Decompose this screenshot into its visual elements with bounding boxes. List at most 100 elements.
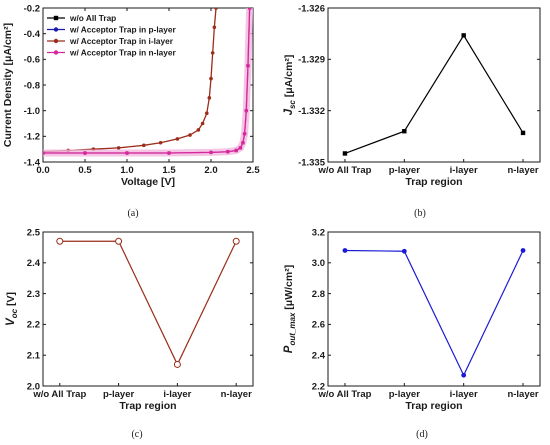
data-point [83, 151, 87, 155]
series-0-line [344, 249, 524, 377]
y-tick-label: -1.329 [298, 55, 325, 66]
y-tick-label: -0.2 [24, 3, 40, 14]
data-point [401, 248, 407, 254]
data-point [520, 130, 526, 136]
series-0-line [59, 240, 237, 366]
data-point [142, 143, 146, 148]
x-axis-label: Trap region [405, 176, 462, 188]
y-tick-label: -1.332 [298, 106, 325, 117]
data-point [125, 151, 129, 155]
legend-marker [53, 38, 59, 44]
data-point [247, 8, 252, 10]
y-axis-label: Pout_max [μW/cm²] [283, 265, 297, 353]
y-tick-label: -0.4 [24, 29, 41, 40]
data-point [234, 148, 238, 153]
x-tick-label: i-layer [450, 389, 478, 400]
data-point [209, 150, 213, 155]
data-point [116, 146, 121, 150]
data-point [175, 137, 180, 141]
plot-area [342, 248, 526, 378]
data-point [342, 151, 348, 156]
x-tick-label: w/o All Trap [317, 165, 371, 176]
data-point [205, 111, 209, 116]
data-point [158, 140, 163, 145]
data-point [461, 33, 466, 38]
y-tick-label: 2.4 [312, 351, 326, 362]
data-point [167, 151, 171, 155]
data-point [188, 133, 192, 137]
data-point [212, 25, 217, 30]
caption-c: (c) [131, 429, 142, 440]
legend-marker [53, 15, 59, 21]
data-point [246, 63, 250, 68]
x-tick-label: 2.5 [246, 165, 260, 176]
x-axis-label: Trap region [119, 400, 176, 412]
y-tick-label: 2.1 [27, 351, 41, 362]
legend-label: w/ Acceptor Trap in i-layer [69, 36, 174, 46]
data-point [238, 146, 243, 150]
x-axis-label: Trap region [405, 400, 462, 412]
data-point [342, 248, 348, 253]
data-point [173, 360, 181, 368]
y-tick-label: 3.2 [312, 227, 325, 238]
series-w-acceptor-trap-in-i-layer-line [43, 8, 217, 153]
x-tick-label: n-layer [507, 165, 538, 176]
y-tick-label: -0.6 [24, 55, 40, 66]
data-point [242, 131, 247, 136]
plot-area [43, 8, 253, 157]
y-tick-label: -1.2 [24, 132, 40, 143]
plot-frame [327, 7, 541, 163]
plot-frame [327, 231, 541, 387]
data-point [209, 76, 213, 81]
chart-panel-d: 3.2 3.0 2.8 2.6 2.4 2.2w/o All Trap p-layer i-l… [283, 227, 541, 412]
x-tick-label: 2.0 [204, 165, 217, 176]
x-tick-label: 1.0 [120, 165, 133, 176]
y-tick-label: 2.8 [312, 289, 325, 300]
y-axis-label: Current Density [μA/cm²] [2, 23, 14, 147]
x-tick-label: w/o All Trap [317, 389, 371, 400]
y-tick-label: 2.6 [312, 320, 325, 331]
data-point [196, 128, 201, 132]
legend-marker [53, 50, 59, 55]
y-axis-label: Voc [V] [5, 292, 19, 326]
y-tick-label: -1.4 [24, 157, 41, 168]
data-point [214, 8, 218, 10]
x-tick-label: 0.5 [78, 165, 92, 176]
legend-label: w/ Acceptor Trap in p-layer [69, 25, 177, 35]
data-point [210, 51, 215, 55]
legend-label: w/ Acceptor Trap in n-layer [69, 48, 177, 58]
x-tick-label: n-layer [507, 389, 538, 400]
y-axis-label: Jsc [μA/cm²] [283, 55, 297, 116]
x-tick-label: p-layer [389, 389, 420, 400]
x-tick-label: p-layer [103, 389, 134, 400]
y-tick-label: -1.335 [298, 157, 326, 168]
data-point [244, 108, 249, 113]
data-point [520, 248, 526, 253]
plot-area [56, 237, 240, 368]
x-tick-label: i-layer [163, 389, 191, 400]
caption-a: (a) [127, 208, 138, 219]
caption-b: (b) [414, 208, 426, 219]
series-0-line [344, 34, 524, 155]
data-point [200, 121, 205, 126]
legend-marker [53, 27, 59, 32]
data-point [402, 129, 407, 134]
chart-panel-c: 2.5 2.4 2.3 2.2 2.1 2.0w/o All Trap p-layer i-l… [5, 227, 254, 412]
x-tick-label: 1.5 [162, 165, 176, 176]
legend-label: w/o All Trap [69, 13, 116, 23]
y-tick-label: -1.0 [24, 106, 40, 117]
x-tick-label: 0.0 [36, 165, 49, 176]
y-tick-label: 2.2 [312, 381, 325, 392]
data-point [43, 151, 45, 155]
data-point [115, 237, 123, 245]
plot-area [342, 33, 526, 156]
y-tick-label: -1.326 [298, 3, 325, 14]
data-point [241, 140, 245, 145]
data-point [56, 237, 64, 245]
y-tick-label: 2.0 [27, 381, 40, 392]
x-axis-label: Voltage [V] [121, 176, 175, 188]
x-tick-label: p-layer [389, 165, 420, 176]
caption-d: (d) [416, 429, 428, 440]
